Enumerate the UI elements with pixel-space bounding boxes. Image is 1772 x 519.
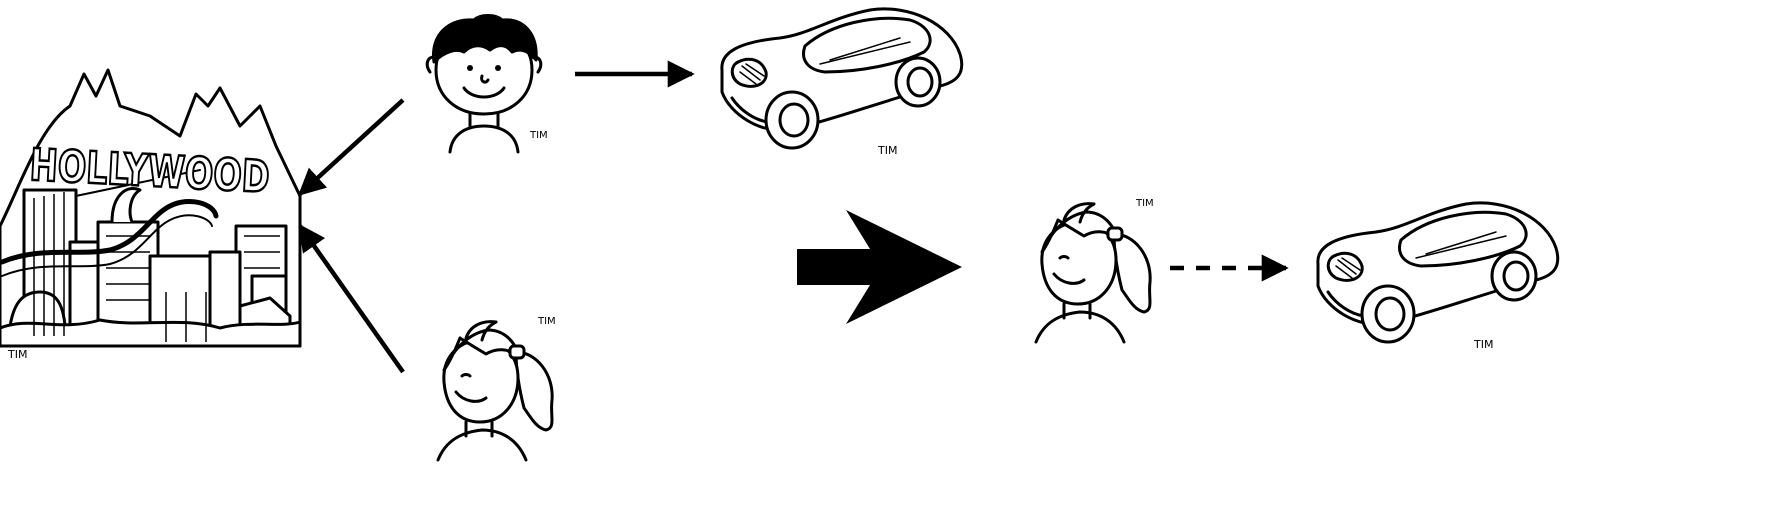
arrow-girl-to-hollywood xyxy=(298,223,405,374)
sports-car-illustration-right xyxy=(1316,201,1560,353)
girl-illustration-right xyxy=(1034,196,1156,344)
boy-illustration xyxy=(425,14,550,154)
sports-car-illustration xyxy=(720,7,964,159)
hollywood-city-illustration: HOLLYWOOD TIM xyxy=(0,68,302,361)
girl-illustration xyxy=(436,314,558,462)
big-block-arrow xyxy=(797,210,962,324)
arrow-boy-to-hollywood xyxy=(298,98,405,196)
artist-tag: TIM xyxy=(7,348,27,361)
hollywood-sign-text: HOLLYWOOD xyxy=(29,140,271,203)
